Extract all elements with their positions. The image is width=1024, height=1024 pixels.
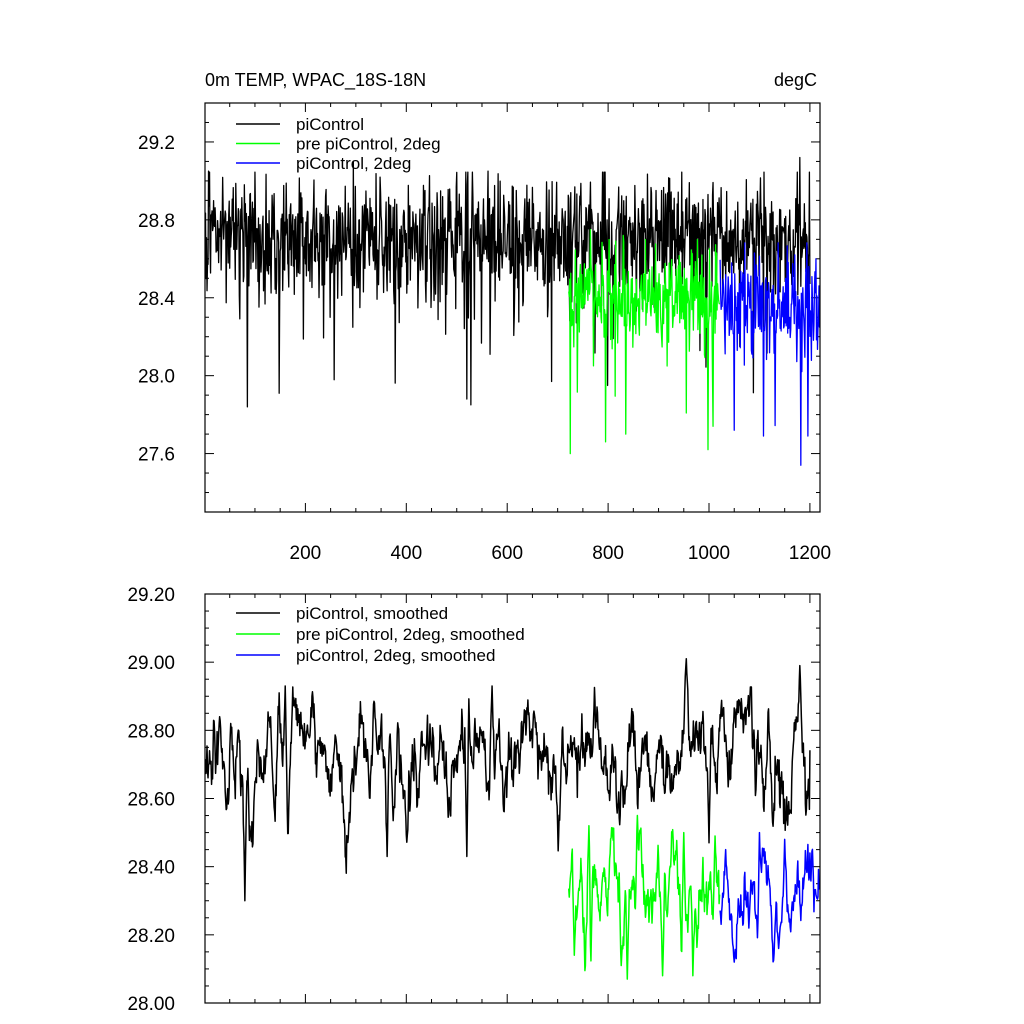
legend-label: piControl	[296, 115, 364, 134]
x-tick-label: 200	[290, 543, 322, 564]
y-tick-label: 29.20	[127, 585, 175, 606]
y-tick-label: 28.80	[127, 721, 175, 742]
series-line	[719, 831, 820, 963]
y-tick-label: 28.8	[138, 211, 175, 232]
y-tick-label: 28.4	[138, 289, 175, 310]
plot-frame	[204, 102, 821, 513]
legend-label: piControl, smoothed	[296, 604, 448, 623]
units-label: degC	[774, 70, 817, 90]
series-line	[205, 658, 811, 902]
y-tick-label: 29.2	[138, 133, 175, 154]
x-tick-label: 1000	[688, 543, 730, 564]
x-tick-label: 400	[390, 543, 422, 564]
legend-label: piControl, 2deg, smoothed	[296, 646, 495, 665]
series-line	[568, 814, 721, 980]
chart-title: 0m TEMP, WPAC_18S-18N	[205, 70, 426, 91]
y-tick-label: 27.6	[138, 445, 175, 466]
panel-top: 0m TEMP, WPAC_18S-18N degC 200 400 600 800 100…	[138, 70, 831, 564]
series-line	[719, 242, 820, 466]
legend-label: piControl, 2deg	[296, 154, 411, 173]
y-tick-label: 28.0	[138, 367, 175, 388]
series-line	[205, 156, 811, 408]
x-tick-label: 600	[491, 543, 523, 564]
y-tick-label: 29.00	[127, 653, 175, 674]
legend-label: pre piControl, 2deg	[296, 135, 441, 154]
series-line	[568, 228, 721, 455]
y-tick-label: 28.60	[127, 790, 175, 811]
legend-label: pre piControl, 2deg, smoothed	[296, 625, 525, 644]
plot-frame	[204, 593, 821, 1004]
y-tick-label: 28.20	[127, 926, 175, 947]
x-tick-label: 800	[592, 543, 624, 564]
y-tick-label: 28.40	[127, 858, 175, 879]
y-tick-label: 28.00	[127, 994, 175, 1015]
x-tick-label: 1200	[789, 543, 831, 564]
panel-bottom: 28.00 28.20 28.40 28.60 28.80 29.00 29.20 piCon…	[127, 585, 821, 1015]
